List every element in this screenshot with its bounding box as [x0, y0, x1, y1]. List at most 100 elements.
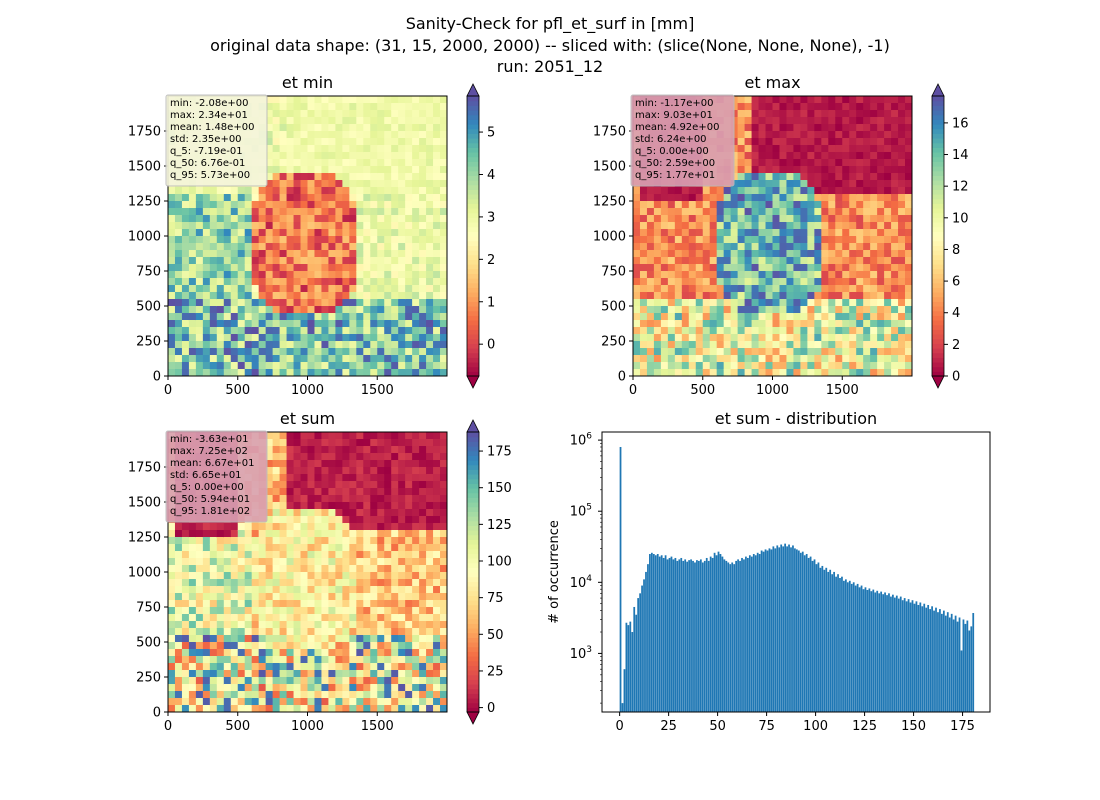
heatmap-cell: [195, 558, 204, 566]
colorbar-segment: [467, 175, 479, 181]
heatmap-cell: [758, 236, 767, 244]
heatmap-cell: [321, 341, 330, 349]
heatmap-cell: [216, 201, 225, 209]
heatmap-cell: [321, 152, 330, 160]
heatmap-cell: [363, 159, 371, 167]
heatmap-cell: [293, 250, 302, 258]
heatmap-cell: [884, 362, 892, 370]
heatmap-cell: [384, 677, 392, 685]
heatmap-cell: [181, 264, 190, 272]
heatmap-cell: [412, 355, 420, 363]
heatmap-cell: [328, 607, 336, 615]
heatmap-cell: [667, 187, 676, 195]
heatmap-cell: [814, 243, 822, 251]
heatmap-cell: [730, 208, 739, 216]
heatmap-cell: [688, 341, 697, 349]
heatmap-cell: [168, 327, 176, 335]
heatmap-cell: [335, 341, 343, 349]
heatmap-cell: [898, 320, 906, 328]
heatmap-cell: [426, 572, 434, 580]
heatmap-cell: [168, 649, 176, 657]
heatmap-cell: [870, 215, 878, 223]
heatmap-cell: [426, 229, 434, 237]
heatmap-cell: [363, 516, 371, 524]
heatmap-cell: [342, 327, 350, 335]
heatmap-cell: [349, 663, 357, 671]
heatmap-cell: [646, 187, 655, 195]
heatmap-cell: [321, 320, 330, 328]
colorbar-segment: [467, 366, 479, 372]
heatmap-cell: [314, 250, 323, 258]
heatmap-cell: [786, 362, 795, 370]
heatmap-cell: [639, 341, 648, 349]
heatmap-cell: [391, 530, 399, 538]
heatmap-cell: [286, 614, 295, 622]
heatmap-cell: [314, 439, 323, 447]
heatmap-cell: [433, 173, 441, 181]
heatmap-cell: [272, 558, 281, 566]
heatmap-cell: [377, 334, 385, 342]
heatmap-cell: [293, 285, 302, 293]
heatmap-cell: [307, 369, 316, 376]
heatmap-cell: [695, 348, 704, 356]
heatmap-cell: [426, 607, 434, 615]
colorbar-extend-max: [931, 83, 945, 97]
heatmap-cell: [300, 684, 309, 692]
heatmap-cell: [639, 271, 648, 279]
heatmap-cell: [300, 467, 309, 475]
heatmap-cell: [195, 642, 204, 650]
heatmap-cell: [300, 628, 309, 636]
heatmap-cell: [405, 488, 413, 496]
heatmap-cell: [349, 243, 357, 251]
heatmap-cell: [716, 362, 725, 370]
heatmap-cell: [405, 691, 413, 699]
heatmap-cell: [237, 278, 246, 286]
heatmap-cell: [835, 159, 843, 167]
heatmap-cell: [258, 621, 267, 629]
heatmap-cell: [321, 614, 330, 622]
heatmap-cell: [786, 299, 795, 307]
heatmap-cell: [251, 614, 260, 622]
heatmap-cell: [279, 145, 288, 153]
heatmap-cell: [821, 138, 829, 146]
heatmap-cell: [342, 362, 350, 370]
heatmap-cell: [433, 691, 441, 699]
heatmap-cell: [884, 250, 892, 258]
heatmap-cell: [202, 257, 211, 265]
heatmap-cell: [321, 544, 330, 552]
heatmap-cell: [891, 110, 899, 118]
heatmap-cell: [660, 264, 669, 272]
stats-line: max: 2.34e+01: [170, 110, 248, 121]
colorbar-extend-max: [466, 83, 480, 97]
heatmap-cell: [877, 306, 885, 314]
heatmap-cell: [891, 194, 899, 202]
heatmap-cell: [681, 236, 690, 244]
heatmap-cell: [300, 677, 309, 685]
heatmap-cell: [293, 159, 302, 167]
heatmap-cell: [195, 628, 204, 636]
heatmap-cell: [828, 229, 836, 237]
heatmap-cell: [209, 607, 218, 615]
heatmap-cell: [307, 621, 316, 629]
heatmap-cell: [188, 607, 197, 615]
heatmap-cell: [168, 530, 176, 538]
heatmap-cell: [405, 264, 413, 272]
heatmap-cell: [195, 236, 204, 244]
heatmap-cell: [328, 698, 336, 706]
heatmap-cell: [674, 348, 683, 356]
heatmap-cell: [168, 243, 176, 251]
heatmap-cell: [779, 180, 788, 188]
heatmap-cell: [251, 278, 260, 286]
heatmap-cell: [258, 187, 267, 195]
heatmap-cell: [744, 271, 753, 279]
heatmap-cell: [440, 166, 447, 174]
heatmap-cell: [202, 649, 211, 657]
heatmap-cell: [356, 152, 364, 160]
heatmap-cell: [342, 439, 350, 447]
heatmap-cell: [765, 201, 774, 209]
heatmap-cell: [181, 551, 190, 559]
heatmap-cell: [286, 446, 295, 454]
heatmap-cell: [272, 593, 281, 601]
heatmap-cell: [391, 656, 399, 664]
heatmap-cell: [398, 698, 406, 706]
